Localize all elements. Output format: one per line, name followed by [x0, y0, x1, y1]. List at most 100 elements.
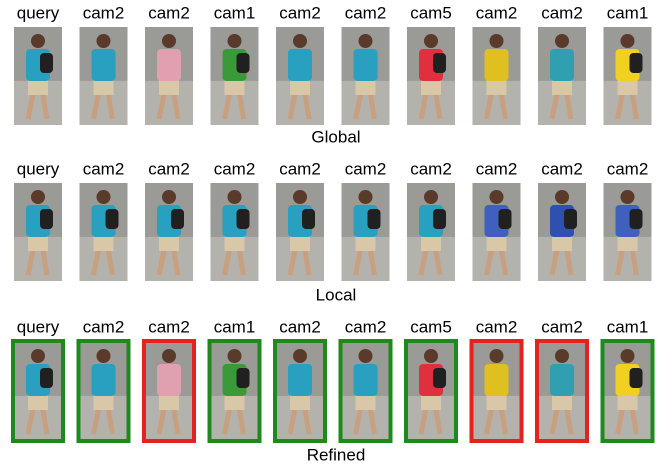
person-image [473, 183, 521, 281]
head [424, 190, 438, 204]
shorts [356, 79, 376, 95]
shirt [550, 364, 574, 396]
camera-label: cam2 [83, 159, 125, 178]
shorts [552, 235, 572, 251]
person-image [80, 342, 128, 440]
person-image [14, 342, 62, 440]
person-image [342, 27, 390, 125]
shorts [356, 394, 376, 410]
shirt [485, 364, 509, 396]
person-image [604, 183, 652, 281]
person-image [80, 27, 128, 125]
head [555, 190, 569, 204]
person-image [276, 342, 324, 440]
head [97, 190, 111, 204]
backpack [433, 209, 446, 229]
shirt [288, 49, 312, 81]
backpack [564, 209, 577, 229]
head [162, 349, 176, 363]
backpack [40, 368, 53, 388]
head [228, 349, 242, 363]
shirt [354, 49, 378, 81]
shorts [552, 394, 572, 410]
person-image [407, 342, 455, 440]
backpack [171, 209, 184, 229]
camera-label: query [17, 3, 60, 22]
shorts [225, 79, 245, 95]
head [97, 34, 111, 48]
backpack [368, 209, 381, 229]
camera-label: cam2 [607, 159, 649, 178]
backpack [630, 368, 643, 388]
head [162, 190, 176, 204]
shorts [487, 79, 507, 95]
camera-label: cam2 [410, 159, 452, 178]
shorts [28, 235, 48, 251]
head [359, 34, 373, 48]
backpack [40, 209, 53, 229]
shorts [552, 79, 572, 95]
camera-label: cam2 [541, 317, 583, 336]
head [621, 349, 635, 363]
camera-label: cam2 [345, 159, 387, 178]
person-image [80, 183, 128, 281]
shorts [487, 235, 507, 251]
backpack [237, 53, 250, 73]
shirt [157, 49, 181, 81]
camera-label: cam5 [410, 317, 452, 336]
person-image [342, 342, 390, 440]
shorts [28, 394, 48, 410]
shorts [618, 79, 638, 95]
shirt [92, 49, 116, 81]
head [621, 34, 635, 48]
camera-label: cam2 [214, 159, 256, 178]
camera-label: cam1 [607, 3, 649, 22]
person-image [276, 27, 324, 125]
person-image [145, 183, 193, 281]
camera-label: cam2 [148, 3, 190, 22]
shorts [159, 79, 179, 95]
camera-label: cam2 [476, 3, 518, 22]
camera-label: cam2 [476, 159, 518, 178]
backpack [302, 209, 315, 229]
head [424, 34, 438, 48]
shorts [225, 235, 245, 251]
camera-label: cam2 [541, 159, 583, 178]
person-image [473, 27, 521, 125]
head [293, 349, 307, 363]
shorts [94, 79, 114, 95]
shorts [290, 394, 310, 410]
head [97, 349, 111, 363]
backpack [106, 209, 119, 229]
camera-label: cam1 [214, 317, 256, 336]
row-caption: Local [316, 285, 357, 304]
backpack [630, 53, 643, 73]
person-image [14, 183, 62, 281]
person-image [407, 183, 455, 281]
shorts [159, 394, 179, 410]
camera-label: cam2 [345, 3, 387, 22]
shirt [550, 49, 574, 81]
shirt [288, 364, 312, 396]
head [162, 34, 176, 48]
backpack [630, 209, 643, 229]
camera-label: cam2 [541, 3, 583, 22]
person-image [211, 27, 259, 125]
person-image [407, 27, 455, 125]
camera-label: cam2 [476, 317, 518, 336]
backpack [40, 53, 53, 73]
person-image [145, 27, 193, 125]
backpack [433, 368, 446, 388]
shorts [618, 235, 638, 251]
row-caption: Refined [307, 445, 366, 464]
backpack [499, 209, 512, 229]
person-image [14, 27, 62, 125]
camera-label: cam2 [279, 3, 321, 22]
camera-label: cam2 [345, 317, 387, 336]
head [228, 34, 242, 48]
person-image [538, 342, 586, 440]
camera-label: cam1 [214, 3, 256, 22]
shorts [159, 235, 179, 251]
camera-label: query [17, 159, 60, 178]
head [490, 190, 504, 204]
